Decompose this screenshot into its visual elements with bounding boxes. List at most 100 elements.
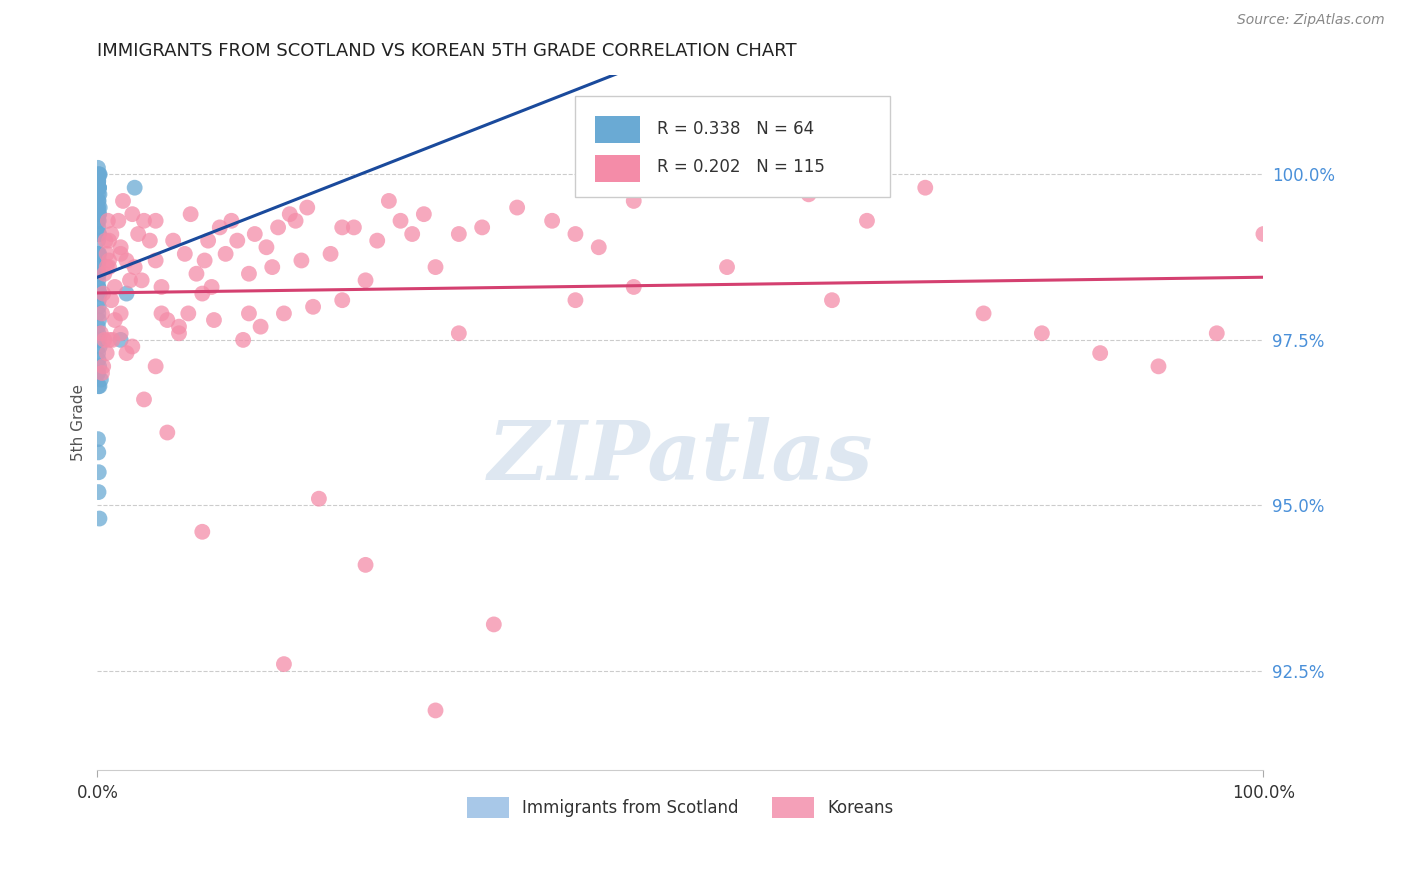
Point	[221, 214, 243, 228]
Point	[87, 214, 110, 228]
Bar	[595, 116, 640, 143]
Point	[354, 558, 377, 572]
Point	[482, 617, 505, 632]
Point	[91, 306, 114, 320]
Point	[124, 180, 146, 194]
Point	[197, 234, 219, 248]
FancyBboxPatch shape	[575, 96, 890, 197]
Point	[194, 253, 217, 268]
Point	[87, 313, 110, 327]
Point	[162, 234, 184, 248]
Point	[267, 220, 290, 235]
Point	[232, 333, 254, 347]
Point	[226, 234, 249, 248]
Point	[87, 168, 110, 182]
Point	[797, 187, 820, 202]
Point	[308, 491, 330, 506]
Point	[96, 247, 118, 261]
Point	[180, 207, 202, 221]
Point	[87, 359, 110, 374]
Text: R = 0.338   N = 64: R = 0.338 N = 64	[657, 120, 814, 137]
Point	[100, 227, 122, 241]
Point	[389, 214, 412, 228]
Point	[87, 280, 110, 294]
Point	[681, 161, 703, 175]
Point	[273, 657, 295, 672]
Point	[856, 214, 879, 228]
Point	[740, 174, 762, 188]
Point	[87, 174, 110, 188]
Text: Source: ZipAtlas.com: Source: ZipAtlas.com	[1237, 13, 1385, 28]
Point	[87, 319, 110, 334]
Point	[87, 293, 110, 308]
Point	[167, 319, 190, 334]
Point	[132, 214, 155, 228]
Point	[115, 346, 138, 360]
Point	[145, 359, 167, 374]
Point	[87, 485, 110, 500]
Point	[1031, 326, 1053, 341]
Point	[89, 339, 111, 353]
Point	[87, 346, 110, 360]
Point	[89, 168, 111, 182]
Point	[124, 260, 146, 274]
Point	[366, 234, 388, 248]
Point	[623, 194, 645, 208]
Point	[87, 300, 110, 314]
Point	[93, 333, 115, 347]
Point	[96, 346, 118, 360]
Point	[139, 234, 162, 248]
Point	[118, 273, 141, 287]
Point	[821, 293, 844, 308]
Point	[90, 326, 112, 341]
Point	[87, 168, 110, 182]
Point	[208, 220, 231, 235]
Point	[145, 253, 167, 268]
Point	[401, 227, 423, 241]
Point	[97, 214, 120, 228]
Point	[319, 247, 342, 261]
Point	[87, 161, 110, 175]
Point	[91, 359, 114, 374]
Point	[87, 445, 110, 459]
Point	[87, 220, 110, 235]
Point	[425, 260, 447, 274]
Point	[87, 180, 110, 194]
Point	[284, 214, 307, 228]
Point	[1253, 227, 1275, 241]
Y-axis label: 5th Grade: 5th Grade	[72, 384, 86, 461]
Point	[1147, 359, 1170, 374]
Point	[273, 306, 295, 320]
Point	[425, 703, 447, 717]
Point	[378, 194, 401, 208]
Point	[145, 214, 167, 228]
Point	[191, 286, 214, 301]
Point	[243, 227, 266, 241]
Point	[107, 214, 129, 228]
Bar	[595, 155, 640, 181]
Point	[87, 201, 110, 215]
Point	[173, 247, 195, 261]
Point	[91, 286, 114, 301]
Point	[110, 333, 132, 347]
Point	[447, 227, 470, 241]
Point	[87, 267, 110, 281]
Point	[564, 293, 586, 308]
Point	[89, 379, 111, 393]
Text: IMMIGRANTS FROM SCOTLAND VS KOREAN 5TH GRADE CORRELATION CHART: IMMIGRANTS FROM SCOTLAND VS KOREAN 5TH G…	[97, 42, 797, 60]
Point	[167, 326, 190, 341]
Point	[87, 432, 110, 446]
Text: R = 0.202   N = 115: R = 0.202 N = 115	[657, 158, 825, 176]
Point	[98, 260, 121, 274]
Point	[93, 267, 115, 281]
Point	[98, 333, 121, 347]
Point	[623, 280, 645, 294]
Point	[89, 511, 111, 525]
Point	[91, 366, 114, 380]
Point	[191, 524, 214, 539]
Point	[150, 280, 173, 294]
Point	[87, 465, 110, 479]
Point	[111, 194, 134, 208]
Point	[87, 194, 110, 208]
Point	[87, 253, 110, 268]
